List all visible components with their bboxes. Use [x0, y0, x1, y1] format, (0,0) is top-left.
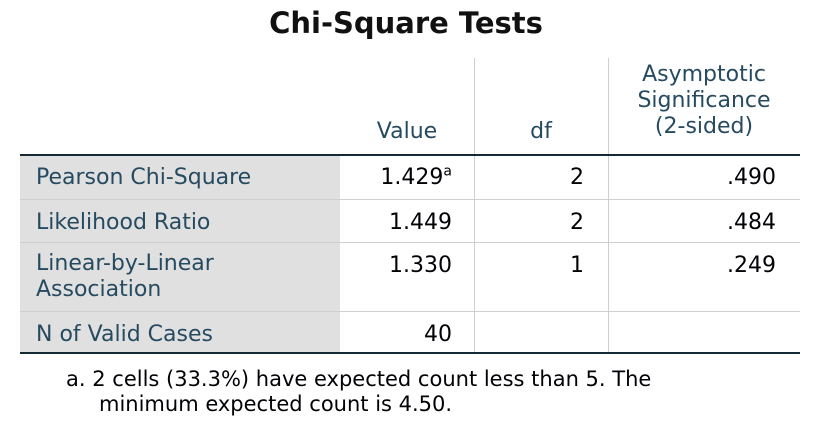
- bottom-rule: [20, 352, 800, 354]
- row-label-likelihood: Likelihood Ratio: [36, 210, 211, 235]
- cell-linear-df: 1: [570, 253, 584, 278]
- cell-linear-value: 1.330: [389, 253, 452, 278]
- cell-pearson-df: 2: [570, 165, 584, 190]
- row-label-pearson: Pearson Chi-Square: [36, 165, 252, 190]
- cell-likelihood-sig: .484: [727, 210, 776, 235]
- row-label-bg-linear: [20, 243, 340, 311]
- cell-pearson-sig: .490: [727, 165, 776, 190]
- header-significance-line1: Asymptotic: [642, 62, 766, 87]
- row-rule-3: [20, 311, 800, 312]
- row-label-n-valid: N of Valid Cases: [36, 322, 213, 347]
- row-label-linear-line1: Linear-by-Linear: [36, 251, 214, 276]
- footnote-line1: a. 2 cells (33.3%) have expected count l…: [66, 367, 651, 392]
- header-rule: [20, 154, 800, 156]
- cell-n-valid-value: 40: [424, 322, 452, 347]
- cell-pearson-value-number: 1.429: [380, 165, 444, 190]
- footnote-marker: a.: [66, 367, 86, 391]
- cell-likelihood-df: 2: [570, 210, 584, 235]
- footnote: a. 2 cells (33.3%) have expected count l…: [66, 367, 651, 417]
- row-label-bg-pearson: [20, 156, 340, 199]
- row-rule-1: [20, 199, 800, 200]
- row-label-linear-line2: Association: [36, 277, 162, 302]
- footnote-line2: minimum expected count is 4.50.: [99, 392, 453, 416]
- header-df: df: [530, 119, 552, 144]
- page-title: Chi-Square Tests: [269, 6, 543, 40]
- cell-linear-sig: .249: [727, 253, 776, 278]
- grid-vline-1: [474, 58, 475, 352]
- cell-likelihood-value: 1.449: [389, 210, 452, 235]
- header-significance: Asymptotic Significance (2-sided): [608, 62, 800, 140]
- row-label-bg-n: [20, 312, 340, 352]
- row-rule-2: [20, 242, 800, 243]
- cell-pearson-value: 1.429a: [340, 165, 452, 191]
- footnote-text-line1: 2 cells (33.3%) have expected count less…: [92, 367, 652, 391]
- row-label-linear: Linear-by-Linear Association: [36, 251, 214, 303]
- header-value: Value: [376, 119, 438, 144]
- row-label-bg-likelihood: [20, 200, 340, 242]
- header-significance-line2: Significance: [637, 88, 771, 113]
- grid-vline-2: [608, 58, 609, 352]
- footnote-marker-a: a: [443, 163, 452, 180]
- header-significance-line3: (2-sided): [654, 114, 754, 139]
